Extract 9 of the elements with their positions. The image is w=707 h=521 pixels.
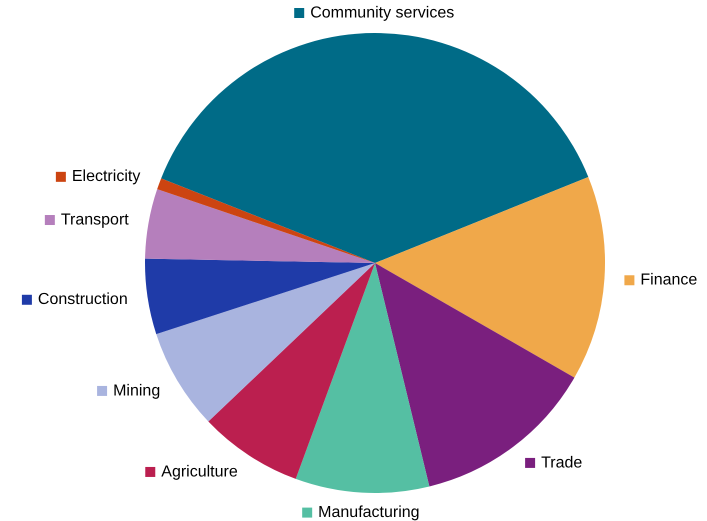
legend-label: Trade xyxy=(541,454,582,472)
legend-label: Manufacturing xyxy=(318,504,420,521)
legend-label: Community services xyxy=(310,4,454,22)
legend-label: Agriculture xyxy=(161,463,238,480)
legend-label: Construction xyxy=(38,291,128,308)
legend-label: Finance xyxy=(640,272,698,289)
legend-label: Transport xyxy=(60,211,130,228)
legend-label: Electricity xyxy=(72,168,140,186)
legend-label: Mining xyxy=(113,382,160,400)
